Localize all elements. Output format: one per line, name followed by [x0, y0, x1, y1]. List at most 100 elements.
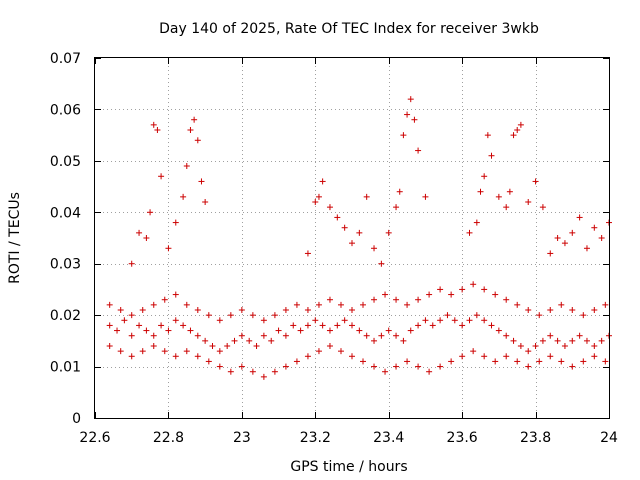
data-point	[227, 312, 234, 319]
data-point	[224, 343, 231, 349]
data-point	[536, 358, 543, 365]
data-point	[249, 312, 256, 319]
data-point	[293, 301, 300, 308]
data-point	[349, 322, 355, 329]
data-point	[382, 368, 389, 375]
data-point	[393, 296, 400, 303]
data-point	[180, 193, 187, 200]
data-point	[429, 322, 436, 329]
data-point	[202, 337, 209, 344]
data-point	[319, 178, 326, 185]
data-point	[260, 373, 267, 380]
data-point	[194, 137, 201, 144]
x-tick-label: 23.4	[373, 430, 404, 446]
data-point	[128, 260, 135, 267]
data-point	[205, 312, 212, 319]
data-point	[194, 332, 201, 339]
data-point	[598, 235, 605, 241]
x-tick-label: 23.6	[447, 430, 478, 446]
y-tick-label: 0.01	[50, 360, 81, 376]
data-point	[495, 193, 502, 200]
data-point	[459, 286, 466, 293]
data-point	[503, 353, 510, 360]
data-point	[415, 363, 422, 370]
data-point	[349, 240, 355, 247]
data-point	[238, 332, 245, 339]
data-point	[319, 322, 326, 329]
data-point	[514, 301, 521, 308]
data-point	[360, 301, 367, 308]
data-point	[525, 199, 532, 205]
data-point	[158, 173, 165, 180]
data-point	[363, 332, 370, 339]
data-point	[561, 240, 568, 247]
data-point	[312, 199, 319, 205]
data-point	[514, 127, 521, 133]
data-point	[304, 307, 311, 313]
data-point	[337, 348, 344, 355]
data-point	[128, 312, 135, 319]
data-point	[216, 363, 223, 370]
data-point	[194, 307, 201, 313]
data-point	[356, 229, 363, 236]
data-point	[393, 363, 400, 370]
data-point	[558, 358, 565, 365]
y-tick-label: 0.02	[50, 308, 81, 324]
y-tick-label: 0.07	[50, 51, 81, 67]
x-tick-label: 23	[233, 430, 251, 446]
data-point	[202, 199, 209, 205]
data-point	[569, 363, 576, 370]
data-point	[249, 368, 256, 375]
data-point	[448, 358, 455, 365]
data-point	[477, 188, 484, 195]
data-point	[106, 322, 113, 329]
data-point	[378, 260, 385, 267]
data-point	[139, 307, 146, 313]
data-point	[143, 235, 150, 241]
data-point	[448, 291, 455, 298]
data-point	[246, 337, 253, 344]
data-point	[216, 317, 223, 324]
data-point	[525, 307, 532, 313]
data-point	[150, 343, 157, 349]
data-point	[393, 332, 400, 339]
data-point	[426, 291, 433, 298]
data-point	[161, 296, 168, 303]
data-point	[360, 358, 367, 365]
data-point	[547, 307, 554, 313]
data-point	[161, 348, 168, 355]
data-point	[205, 358, 212, 365]
data-point	[150, 301, 157, 308]
data-point	[503, 296, 510, 303]
data-point	[172, 353, 179, 360]
data-point	[128, 332, 135, 339]
data-point	[334, 214, 341, 221]
data-point	[198, 178, 205, 185]
data-point	[191, 116, 198, 123]
data-point	[349, 307, 355, 313]
data-point	[304, 250, 311, 257]
data-point	[426, 368, 433, 375]
data-point	[326, 204, 333, 211]
y-tick-label: 0.03	[50, 257, 81, 273]
data-point	[576, 332, 583, 339]
data-point	[378, 332, 385, 339]
data-point	[598, 337, 605, 344]
data-point	[495, 327, 502, 334]
y-axis-label: ROTI / TECUs	[7, 192, 23, 284]
data-point	[484, 132, 491, 139]
data-point	[356, 327, 363, 334]
data-point	[554, 337, 561, 344]
data-point	[297, 327, 304, 334]
data-point	[547, 250, 554, 257]
data-point	[488, 322, 495, 329]
data-point	[506, 188, 513, 195]
data-point	[150, 332, 157, 339]
data-point	[525, 348, 532, 355]
data-point	[404, 358, 411, 365]
data-point	[407, 96, 414, 103]
x-tick-label: 23.8	[520, 430, 551, 446]
data-point	[591, 353, 598, 360]
data-point	[481, 317, 488, 324]
